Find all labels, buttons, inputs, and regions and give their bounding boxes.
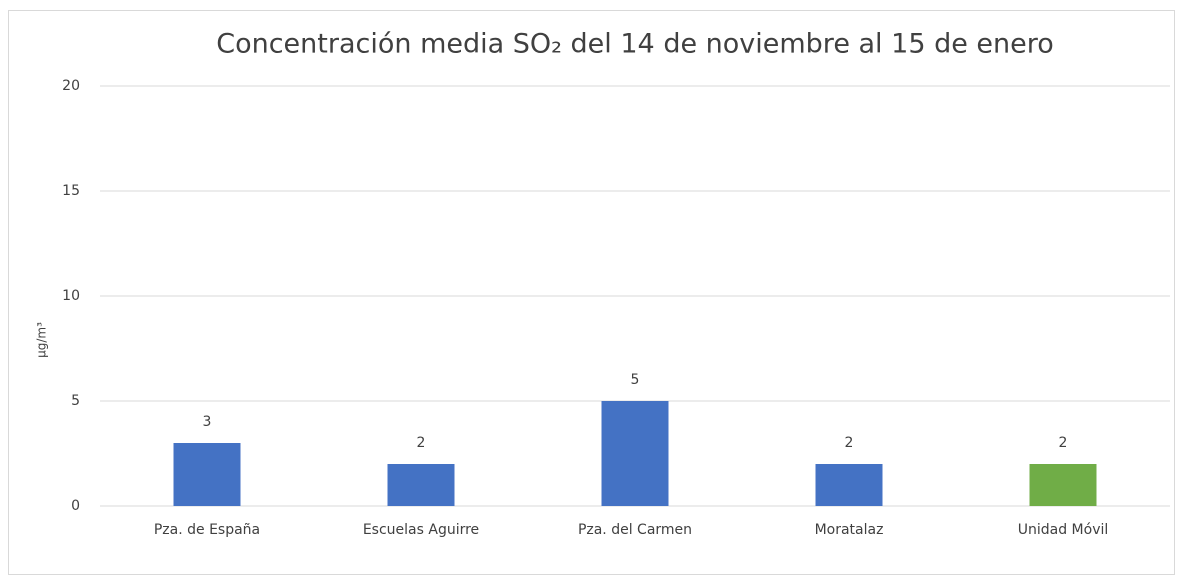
y-tick-label: 5 [71, 393, 80, 409]
data-label: 2 [845, 435, 854, 451]
bar [387, 464, 455, 506]
bar [601, 401, 669, 506]
bar [173, 443, 241, 506]
y-tick-label: 20 [62, 78, 80, 94]
chart-title: Concentración media SO₂ del 14 de noviem… [216, 29, 1054, 60]
y-tick-label: 15 [62, 183, 80, 199]
x-tick-label: Moratalaz [815, 522, 884, 538]
x-tick-label: Pza. del Carmen [578, 522, 692, 538]
data-label: 5 [631, 372, 640, 388]
data-label: 3 [203, 414, 212, 430]
bar [1029, 464, 1097, 506]
data-label: 2 [417, 435, 426, 451]
data-label: 2 [1059, 435, 1068, 451]
bar [815, 464, 883, 506]
y-axis-label: µg/m³ [35, 322, 49, 358]
x-tick-label: Pza. de España [154, 522, 260, 538]
x-tick-label: Escuelas Aguirre [363, 522, 479, 538]
y-tick-label: 10 [62, 288, 80, 304]
y-tick-label: 0 [71, 498, 80, 514]
x-tick-label: Unidad Móvil [1018, 522, 1109, 538]
